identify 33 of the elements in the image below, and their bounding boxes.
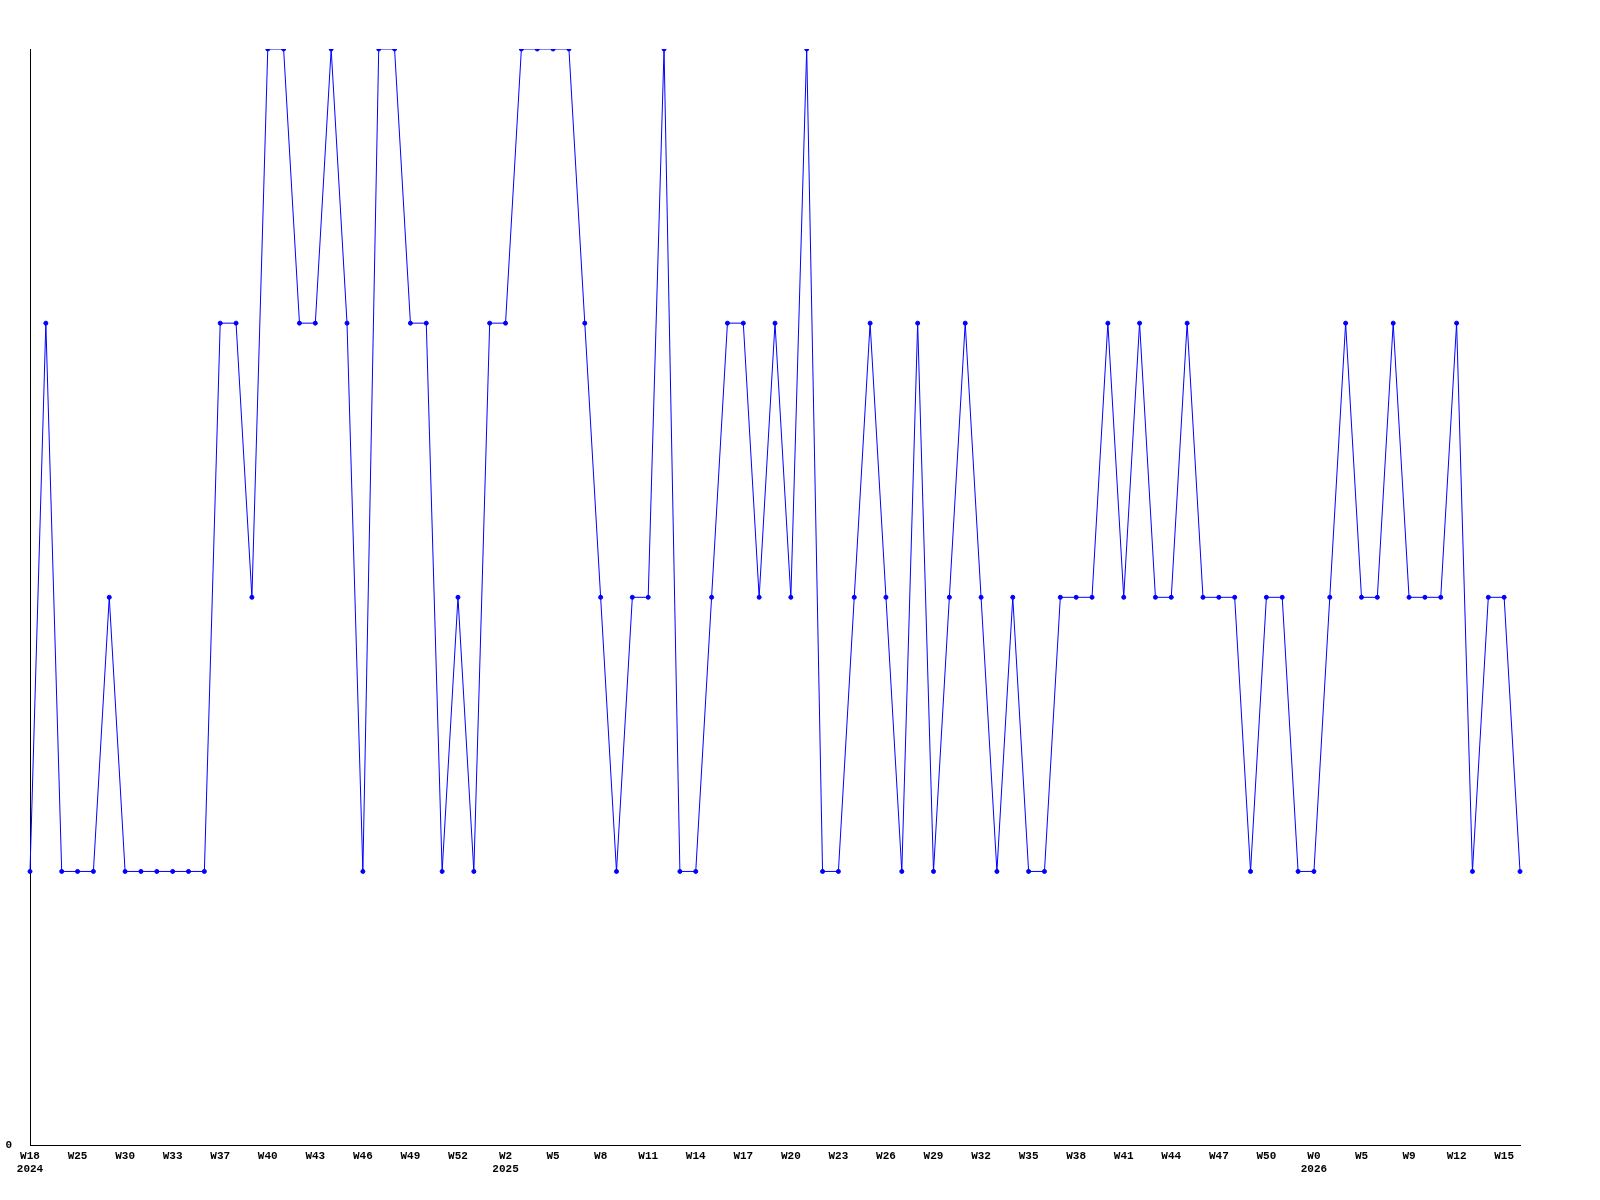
x-tick-label: W32	[971, 1149, 991, 1162]
x-tick-label: W40	[257, 1149, 278, 1162]
x-tick-label: W46	[352, 1149, 373, 1162]
x-tick-label: W50	[1256, 1149, 1277, 1162]
x-tick-label: W5	[1354, 1149, 1369, 1162]
x-tick-label: W44	[1161, 1149, 1182, 1162]
x-tick-label: W43	[305, 1149, 326, 1162]
x-tick-label: W23	[828, 1149, 849, 1162]
x-tick-label: W25	[67, 1149, 88, 1162]
x-tick-label: W9	[1402, 1149, 1416, 1162]
x-tick-label: W35	[1018, 1149, 1039, 1162]
x-tick-label: W30	[115, 1149, 136, 1162]
x-tick-label: W33	[162, 1149, 183, 1162]
x-tick-label: W47	[1208, 1149, 1229, 1162]
x-tick-label: W17	[733, 1149, 754, 1162]
x-tick-label: W20	[780, 1149, 801, 1162]
x-tick-label: W12	[1446, 1149, 1467, 1162]
x-tick-label: W49	[400, 1149, 421, 1162]
text: 0	[5, 1139, 12, 1152]
x-tick-label: W14	[685, 1149, 707, 1162]
x-tick-label: W0 2026	[1300, 1149, 1328, 1176]
x-tick-label: W15	[1494, 1149, 1515, 1162]
x-tick-label: W37	[210, 1149, 231, 1162]
x-tick-label: W29	[923, 1149, 944, 1162]
x-tick-label: W8	[594, 1149, 608, 1162]
x-tick-label: W38	[1066, 1149, 1087, 1162]
x-tick-label: W5	[546, 1149, 561, 1162]
x-tick-label: W52	[448, 1149, 468, 1162]
x-tick-label: W2 2025	[492, 1149, 520, 1176]
x-tick-label: W26	[876, 1149, 896, 1162]
x-tick-label: W18 2024	[16, 1149, 44, 1176]
x-tick-label: W41	[1113, 1149, 1135, 1162]
x-tick-label: W11	[638, 1149, 659, 1162]
